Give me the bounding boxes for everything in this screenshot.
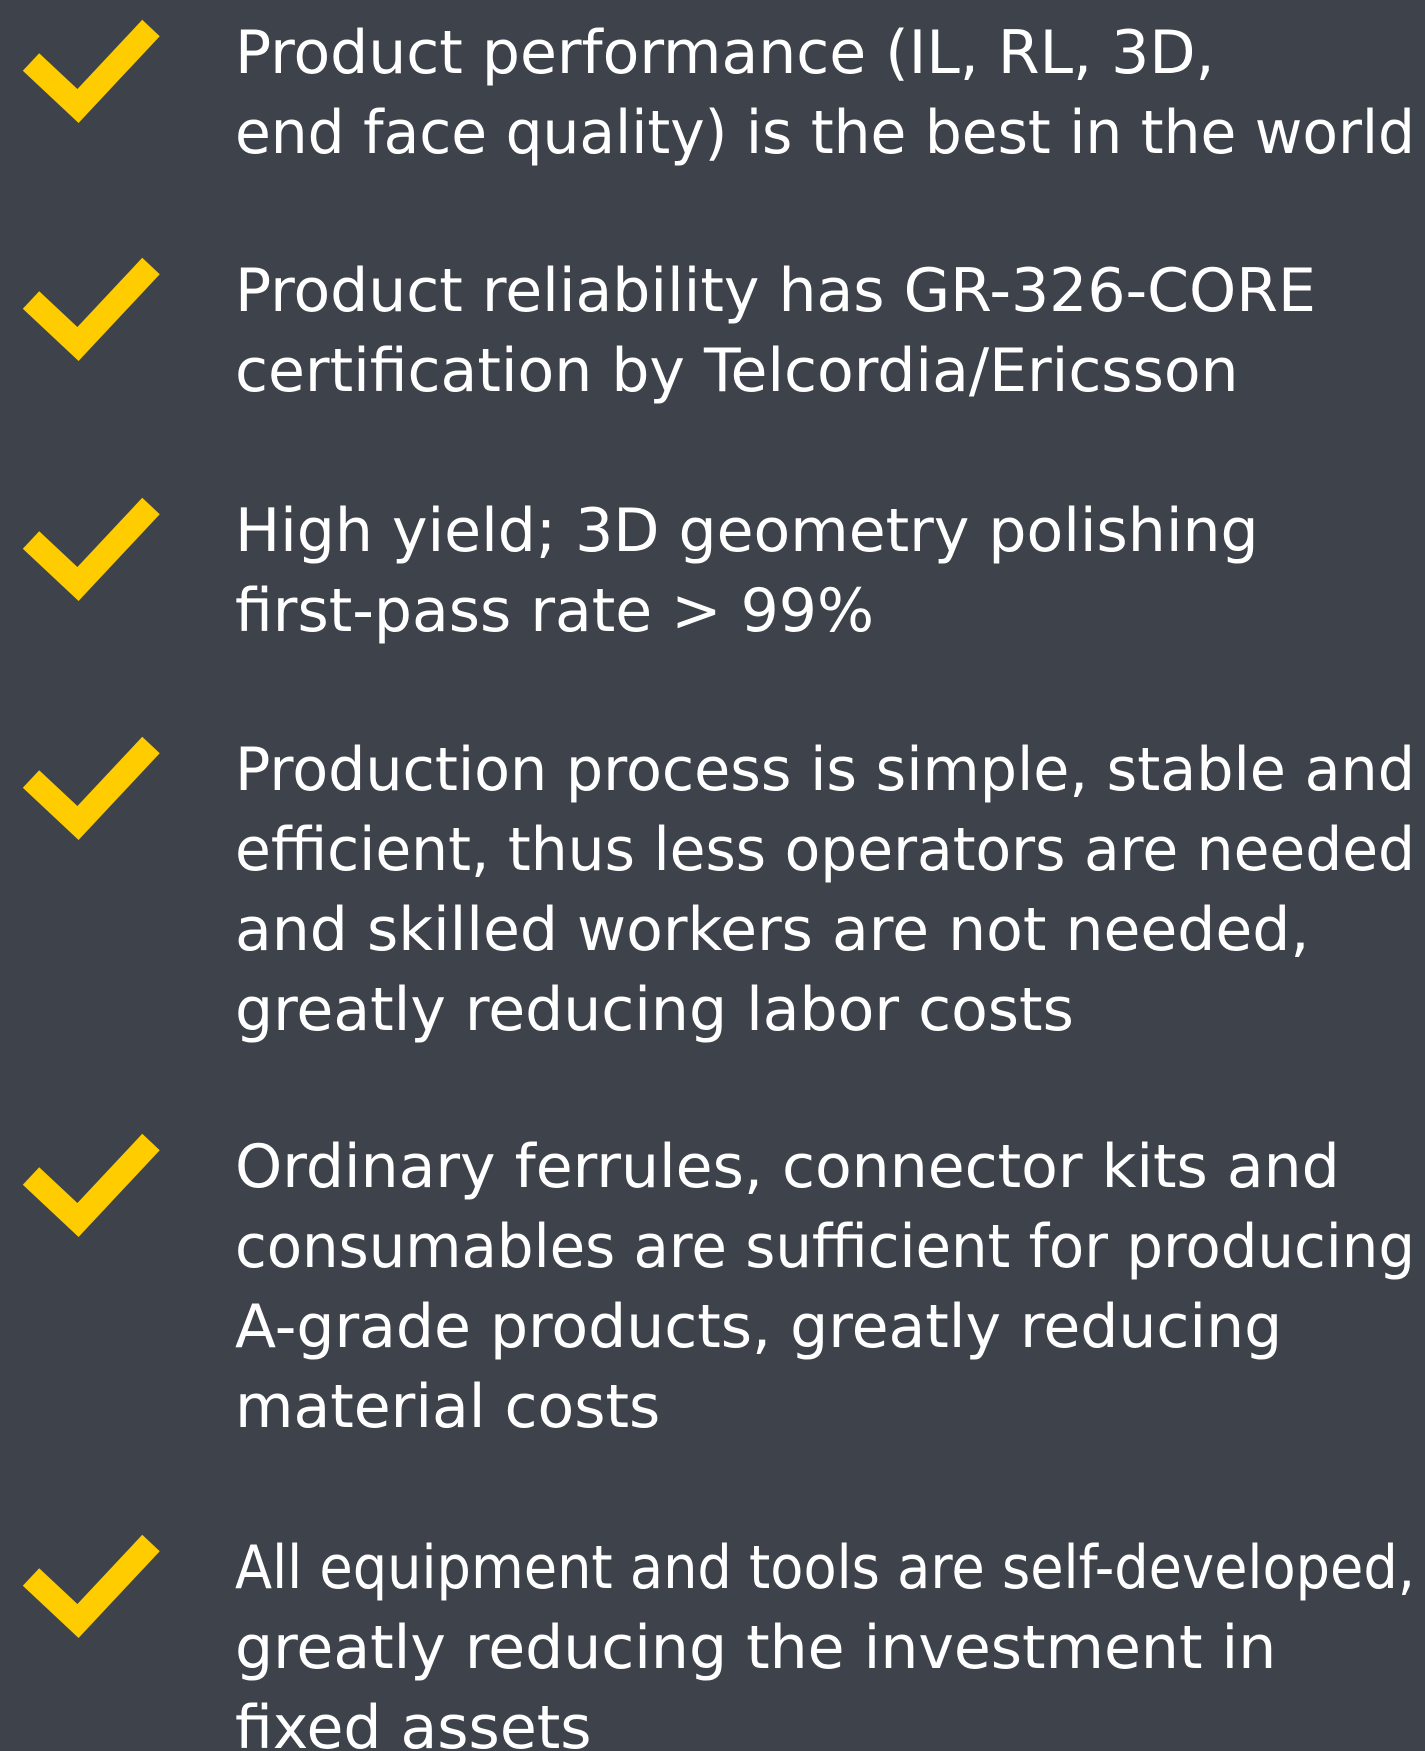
check-icon [22,497,160,601]
item-text-line: Production process is simple, stable and [235,735,1415,805]
item-text-line: certification by Telcordia/Ericsson [235,336,1239,406]
check-icon [22,1534,160,1638]
item-text-line: Product performance (IL, RL, 3D, [235,18,1215,88]
item-text-line: fixed assets [235,1693,592,1751]
item-text-line: consumables are sufficient for producing [235,1212,1415,1282]
check-icon [22,1133,160,1237]
item-text-line: greatly reducing labor costs [235,975,1074,1045]
item-text-line: High yield; 3D geometry polishing [235,496,1259,566]
item-text-line: A-grade products, greatly reducing [235,1292,1282,1362]
item-text-line: All equipment and tools are self-develop… [235,1533,1415,1603]
item-text-line: Ordinary ferrules, connector kits and [235,1132,1340,1202]
item-text-line: material costs [235,1372,660,1442]
item-text-line: Product reliability has GR-326-CORE [235,256,1316,326]
check-icon [22,736,160,840]
item-text-line: end face quality) is the best in the wor… [235,98,1415,168]
item-text-line: greatly reducing the investment in [235,1613,1276,1683]
check-icon [22,257,160,361]
item-text-line: efficient, thus less operators are neede… [235,815,1415,885]
item-text-line: first-pass rate > 99% [235,576,874,646]
item-text-line: and skilled workers are not needed, [235,895,1309,965]
check-icon [22,19,160,123]
